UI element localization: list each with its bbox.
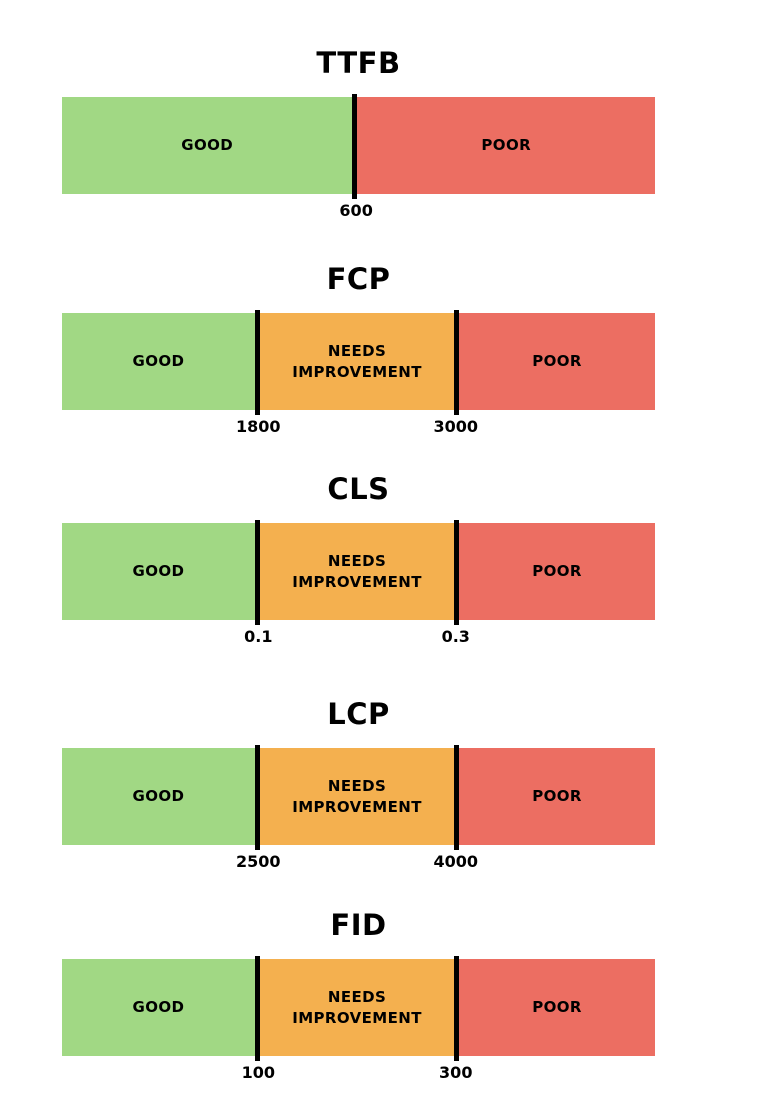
bar-cls: GOOD NEEDS IMPROVEMENT POOR xyxy=(62,520,655,625)
threshold-label: 0.3 xyxy=(441,627,470,646)
threshold-divider xyxy=(454,520,460,625)
threshold-label: 3000 xyxy=(433,417,479,436)
segment-poor: POOR xyxy=(459,523,655,620)
segment-label-needs-improvement: NEEDS IMPROVEMENT xyxy=(292,988,422,1027)
segment-poor: POOR xyxy=(459,959,655,1056)
segment-poor: POOR xyxy=(459,748,655,845)
segment-good: GOOD xyxy=(62,748,255,845)
segment-needs-improvement: NEEDS IMPROVEMENT xyxy=(259,523,455,620)
segment-label-needs-improvement: NEEDS IMPROVEMENT xyxy=(292,342,422,381)
threshold-label: 0.1 xyxy=(244,627,273,646)
threshold-divider xyxy=(352,94,358,199)
segment-label-poor: POOR xyxy=(532,352,582,371)
tick-row-lcp: 2500 4000 xyxy=(62,845,655,875)
segment-label-poor: POOR xyxy=(532,998,582,1017)
chart-title-cls: CLS xyxy=(327,472,390,506)
chart-ttfb: TTFB GOOD POOR 600 xyxy=(62,46,655,224)
bar-fcp: GOOD NEEDS IMPROVEMENT POOR xyxy=(62,310,655,415)
bar-fid: GOOD NEEDS IMPROVEMENT POOR xyxy=(62,956,655,1061)
threshold-label: 100 xyxy=(241,1063,275,1082)
segment-label-good: GOOD xyxy=(132,352,185,371)
bar-ttfb: GOOD POOR xyxy=(62,94,655,199)
segment-label-good: GOOD xyxy=(132,998,185,1017)
segment-good: GOOD xyxy=(62,523,255,620)
chart-title-lcp: LCP xyxy=(327,697,390,731)
tick-row-ttfb: 600 xyxy=(62,194,655,224)
threshold-divider xyxy=(254,745,260,850)
chart-cls: CLS GOOD NEEDS IMPROVEMENT POOR 0.1 0.3 xyxy=(62,472,655,650)
threshold-label: 300 xyxy=(439,1063,473,1082)
segment-poor: POOR xyxy=(357,97,655,194)
segment-label-good: GOOD xyxy=(132,787,185,806)
tick-row-fid: 100 300 xyxy=(62,1056,655,1086)
threshold-divider xyxy=(454,745,460,850)
chart-title-ttfb: TTFB xyxy=(316,46,401,80)
chart-title-fcp: FCP xyxy=(326,262,391,296)
segment-good: GOOD xyxy=(62,313,255,410)
segment-needs-improvement: NEEDS IMPROVEMENT xyxy=(259,313,455,410)
threshold-label: 2500 xyxy=(236,852,281,871)
segment-needs-improvement: NEEDS IMPROVEMENT xyxy=(259,748,455,845)
segment-label-needs-improvement: NEEDS IMPROVEMENT xyxy=(292,777,422,816)
threshold-label: 600 xyxy=(339,201,373,220)
segment-needs-improvement: NEEDS IMPROVEMENT xyxy=(259,959,455,1056)
segment-good: GOOD xyxy=(62,959,255,1056)
segment-label-poor: POOR xyxy=(532,787,582,806)
segment-label-poor: POOR xyxy=(532,562,582,581)
segment-label-needs-improvement: NEEDS IMPROVEMENT xyxy=(292,552,422,591)
threshold-divider xyxy=(254,310,260,415)
segment-label-good: GOOD xyxy=(181,136,234,155)
threshold-divider xyxy=(454,310,460,415)
chart-fid: FID GOOD NEEDS IMPROVEMENT POOR 100 300 xyxy=(62,908,655,1086)
threshold-label: 4000 xyxy=(433,852,479,871)
threshold-label: 1800 xyxy=(236,417,281,436)
segment-label-good: GOOD xyxy=(132,562,185,581)
segment-label-poor: POOR xyxy=(481,136,532,155)
chart-fcp: FCP GOOD NEEDS IMPROVEMENT POOR 1800 300… xyxy=(62,262,655,440)
chart-lcp: LCP GOOD NEEDS IMPROVEMENT POOR 2500 400… xyxy=(62,697,655,875)
segment-good: GOOD xyxy=(62,97,353,194)
bar-lcp: GOOD NEEDS IMPROVEMENT POOR xyxy=(62,745,655,850)
threshold-divider xyxy=(254,520,260,625)
chart-title-fid: FID xyxy=(330,908,387,942)
tick-row-fcp: 1800 3000 xyxy=(62,410,655,440)
tick-row-cls: 0.1 0.3 xyxy=(62,620,655,650)
threshold-divider xyxy=(454,956,460,1061)
threshold-divider xyxy=(254,956,260,1061)
segment-poor: POOR xyxy=(459,313,655,410)
